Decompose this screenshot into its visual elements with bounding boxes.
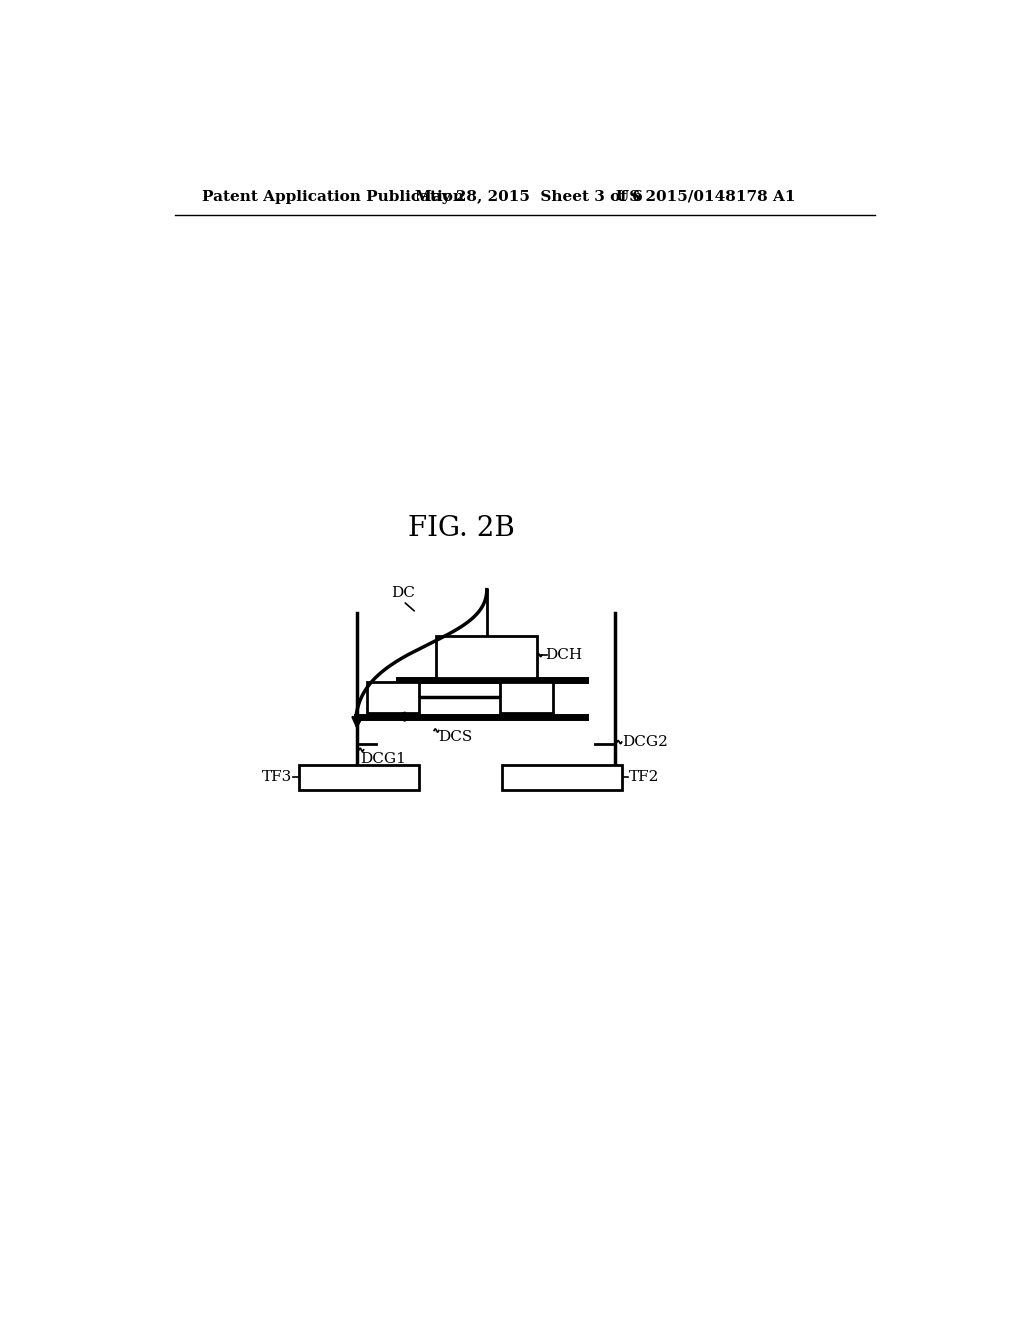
- Text: TF3: TF3: [262, 771, 292, 784]
- Text: DCH: DCH: [545, 648, 582, 663]
- Text: FIG. 2B: FIG. 2B: [408, 515, 515, 541]
- Text: DCG2: DCG2: [622, 735, 668, 748]
- Text: US 2015/0148178 A1: US 2015/0148178 A1: [616, 190, 796, 203]
- Bar: [367, 682, 420, 713]
- Bar: [503, 766, 623, 789]
- Text: Patent Application Publication: Patent Application Publication: [202, 190, 464, 203]
- Bar: [436, 636, 538, 678]
- Text: DCS: DCS: [438, 730, 472, 744]
- Text: May 28, 2015  Sheet 3 of 6: May 28, 2015 Sheet 3 of 6: [415, 190, 642, 203]
- Bar: [500, 682, 553, 713]
- Text: TF2: TF2: [629, 771, 659, 784]
- Text: DCG1: DCG1: [360, 752, 407, 766]
- Bar: [299, 766, 419, 789]
- Text: DC: DC: [391, 586, 416, 601]
